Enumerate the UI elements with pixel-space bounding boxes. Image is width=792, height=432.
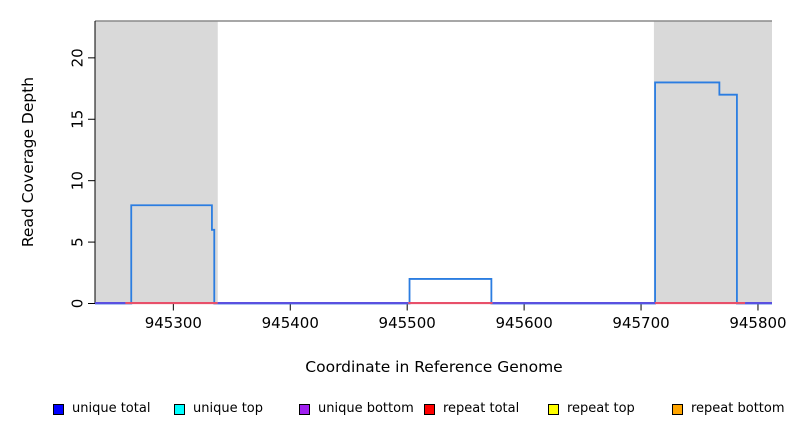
x-tick-label: 945400 (262, 314, 319, 332)
x-tick-label: 945500 (379, 314, 436, 332)
coverage-step-line (95, 81, 772, 305)
y-tick-label: 5 (69, 237, 87, 247)
x-tick-label: 945700 (612, 314, 669, 332)
repeat-region-band (653, 21, 772, 304)
y-axis-label: Read Coverage Depth (19, 76, 37, 248)
repeat-region-band (95, 21, 218, 304)
y-tick-label: 15 (69, 110, 87, 129)
y-tick-label: 0 (69, 299, 87, 309)
x-tick-label: 945800 (729, 314, 786, 332)
y-tick-label: 20 (69, 48, 87, 67)
x-tick-label: 945600 (495, 314, 552, 332)
x-tick-label: 945300 (145, 314, 202, 332)
y-tick-label: 10 (69, 171, 87, 190)
x-axis-label: Coordinate in Reference Genome (305, 358, 563, 376)
